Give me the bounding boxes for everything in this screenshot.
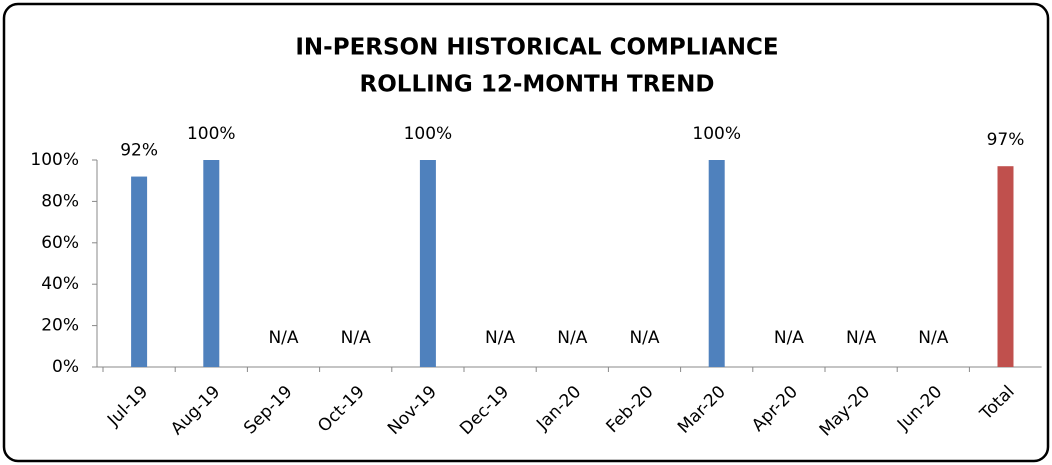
bar	[708, 160, 725, 367]
y-tick-label: 60%	[41, 233, 79, 253]
y-tick-label: 20%	[41, 316, 79, 336]
value-label: N/A	[341, 328, 371, 348]
bar	[419, 160, 436, 367]
value-label: N/A	[629, 328, 659, 348]
value-label: 100%	[404, 124, 453, 144]
y-tick-label: 40%	[41, 274, 79, 294]
y-tick-label: 80%	[41, 191, 79, 211]
value-label: N/A	[557, 328, 587, 348]
bar	[131, 176, 148, 367]
value-label: N/A	[846, 328, 876, 348]
chart-title: IN-PERSON HISTORICAL COMPLIANCE	[295, 35, 778, 61]
y-tick-label: 100%	[30, 150, 79, 170]
bar	[203, 160, 220, 367]
value-label: N/A	[918, 328, 948, 348]
bar	[997, 166, 1014, 367]
value-label: N/A	[485, 328, 515, 348]
value-label: N/A	[774, 328, 804, 348]
value-label: 100%	[692, 124, 741, 144]
value-label: 100%	[187, 124, 236, 144]
value-label: 92%	[120, 141, 158, 161]
value-label: N/A	[268, 328, 298, 348]
chart-title: ROLLING 12-MONTH TREND	[360, 72, 715, 98]
value-label: 97%	[987, 130, 1025, 150]
y-tick-label: 0%	[52, 357, 79, 377]
